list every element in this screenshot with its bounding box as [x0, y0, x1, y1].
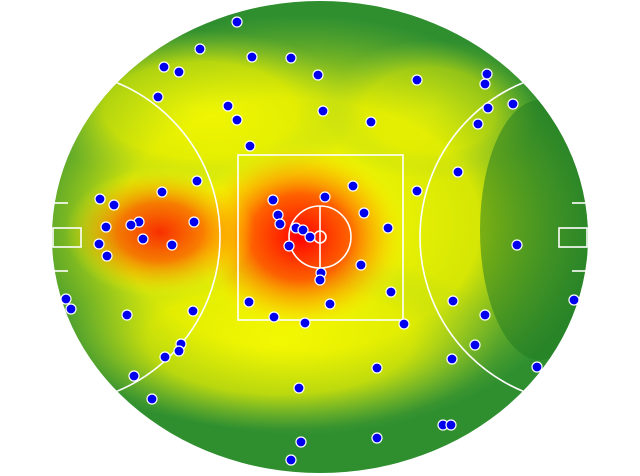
point	[222, 100, 234, 112]
point	[173, 345, 185, 357]
point	[385, 286, 397, 298]
point	[166, 239, 178, 251]
point	[194, 43, 206, 55]
point	[411, 185, 423, 197]
point	[156, 186, 168, 198]
point	[398, 318, 410, 330]
point	[411, 74, 423, 86]
point	[159, 351, 171, 363]
point	[371, 362, 383, 374]
point	[128, 370, 140, 382]
point	[94, 193, 106, 205]
point	[446, 353, 458, 365]
point	[531, 361, 543, 373]
point	[314, 274, 326, 286]
point	[188, 216, 200, 228]
point	[293, 382, 305, 394]
point	[231, 114, 243, 126]
point	[355, 259, 367, 271]
point	[246, 51, 258, 63]
point	[268, 311, 280, 323]
point	[479, 309, 491, 321]
points	[60, 16, 580, 466]
point	[191, 175, 203, 187]
point	[295, 436, 307, 448]
point	[324, 298, 336, 310]
point	[121, 309, 133, 321]
point	[272, 209, 284, 221]
point	[146, 393, 158, 405]
point	[382, 222, 394, 234]
point	[274, 218, 286, 230]
point	[472, 118, 484, 130]
point	[445, 419, 457, 431]
point	[297, 224, 309, 236]
point	[285, 52, 297, 64]
point	[285, 454, 297, 466]
point	[482, 102, 494, 114]
point	[173, 66, 185, 78]
point	[187, 305, 199, 317]
point	[507, 98, 519, 110]
point	[100, 221, 112, 233]
point	[371, 432, 383, 444]
point	[152, 91, 164, 103]
point	[479, 78, 491, 90]
point	[137, 233, 149, 245]
point	[347, 180, 359, 192]
point	[299, 317, 311, 329]
point	[317, 105, 329, 117]
point	[481, 68, 493, 80]
point	[60, 293, 72, 305]
point	[452, 166, 464, 178]
point	[447, 295, 459, 307]
point	[312, 69, 324, 81]
point	[304, 231, 316, 243]
point	[568, 294, 580, 306]
point	[108, 199, 120, 211]
point	[319, 191, 331, 203]
point	[283, 240, 295, 252]
point	[65, 303, 77, 315]
point	[358, 207, 370, 219]
field-lines	[52, 154, 588, 321]
point	[511, 239, 523, 251]
point	[365, 116, 377, 128]
point	[125, 219, 137, 231]
point	[231, 16, 243, 28]
point	[267, 194, 279, 206]
point	[469, 339, 481, 351]
point	[158, 61, 170, 73]
point	[244, 140, 256, 152]
point	[243, 296, 255, 308]
point	[101, 250, 113, 262]
point	[93, 238, 105, 250]
